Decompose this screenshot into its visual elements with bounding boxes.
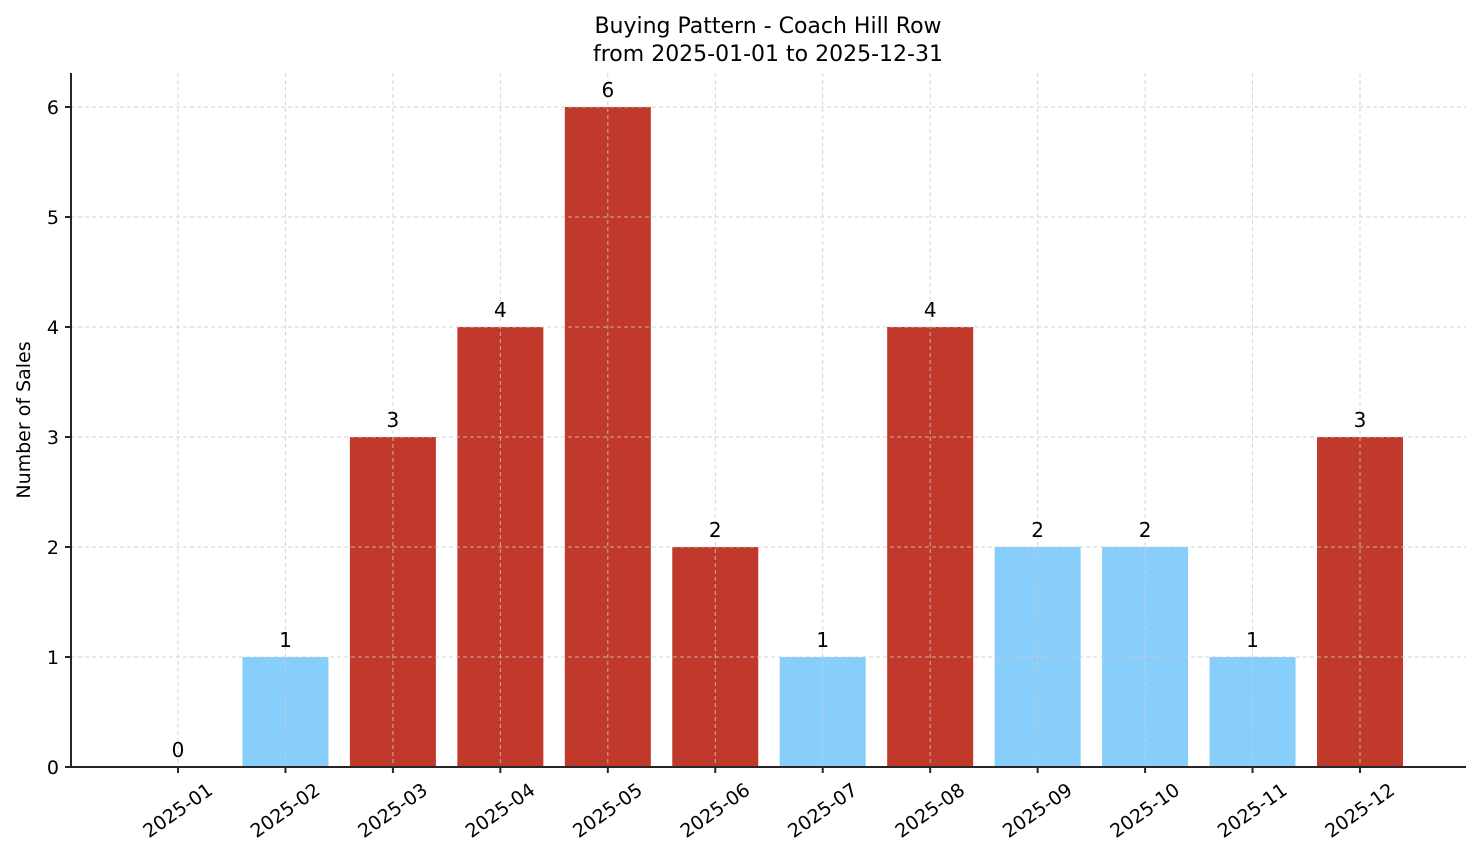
y-tick-label: 3 (47, 427, 59, 449)
x-tick-label: 2025-06 (676, 779, 754, 843)
bar-value-label: 2 (1031, 518, 1044, 542)
x-tick-label: 2025-02 (247, 779, 325, 843)
gridlines-overlay (71, 73, 1466, 767)
bar-2025-08 (887, 327, 974, 767)
y-axis: 0 1 2 3 4 5 6 (47, 73, 72, 779)
bar-value-labels: 0 1 3 4 6 2 1 4 2 2 1 3 (172, 78, 1367, 762)
y-tick-label: 6 (47, 97, 59, 119)
y-tick-label: 1 (47, 647, 59, 669)
x-tick-label: 2025-11 (1214, 779, 1292, 843)
x-tick-label: 2025-12 (1321, 779, 1399, 843)
bar-value-label: 0 (172, 738, 185, 762)
x-tick-label: 2025-05 (569, 779, 647, 843)
x-tick-label: 2025-07 (784, 779, 862, 843)
bar-value-label: 3 (387, 408, 400, 432)
x-tick-label: 2025-04 (462, 779, 540, 843)
bar-value-label: 4 (494, 298, 507, 322)
y-tick-label: 2 (47, 537, 59, 559)
y-tick-label: 0 (47, 757, 59, 779)
bar-value-label: 1 (1246, 628, 1259, 652)
bar-value-label: 1 (816, 628, 829, 652)
bar-value-label: 6 (601, 78, 614, 102)
x-axis: 2025-01 2025-02 2025-03 2025-04 2025-05 2025-… (71, 766, 1466, 843)
bar-value-label: 4 (924, 298, 937, 322)
chart-subtitle: from 2025-01-01 to 2025-12-31 (593, 42, 943, 67)
bar-value-label: 2 (1139, 518, 1152, 542)
y-axis-label: Number of Sales (13, 341, 35, 498)
chart-title: Buying Pattern - Coach Hill Row (594, 14, 941, 39)
y-tick-label: 5 (47, 207, 59, 229)
bar-value-label: 2 (709, 518, 722, 542)
x-tick-label: 2025-03 (354, 779, 432, 843)
x-tick-label: 2025-01 (139, 779, 217, 843)
bar-value-label: 3 (1354, 408, 1367, 432)
x-tick-label: 2025-09 (999, 779, 1077, 843)
x-tick-label: 2025-08 (891, 779, 969, 843)
x-tick-label: 2025-10 (1106, 779, 1184, 843)
bar-value-label: 1 (279, 628, 292, 652)
y-tick-label: 4 (47, 317, 59, 339)
